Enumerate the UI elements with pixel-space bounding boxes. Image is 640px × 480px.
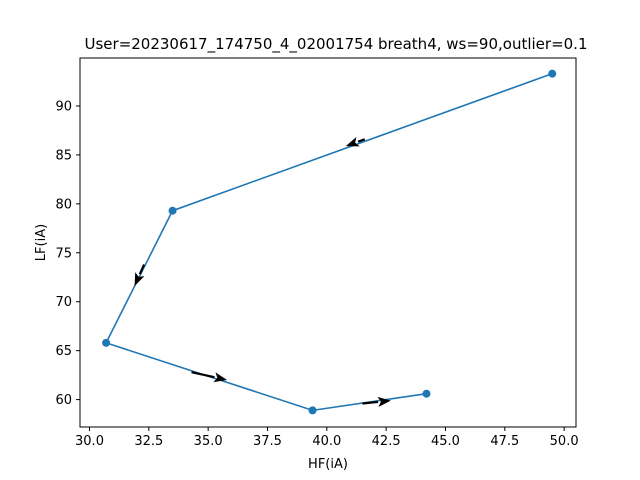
y-tick-label: 80 (55, 197, 72, 212)
x-axis-label: HF(iA) (308, 457, 348, 472)
direction-arrow (191, 371, 228, 383)
data-point (168, 206, 177, 215)
x-tick-label: 47.5 (490, 434, 519, 449)
y-tick-label: 65 (55, 344, 72, 359)
y-tick-label: 90 (55, 99, 72, 114)
chart-title: User=20230617_174750_4_02001754 breath4,… (85, 35, 588, 54)
data-point (308, 406, 317, 415)
x-tick-label: 50.0 (550, 434, 579, 449)
arrow-head (213, 372, 228, 383)
arrow-shaft (357, 138, 366, 143)
direction-arrow (345, 136, 366, 147)
data-point (422, 389, 431, 398)
y-tick-label: 75 (55, 246, 72, 261)
arrow-shaft (191, 371, 215, 379)
y-tick-label: 70 (55, 295, 72, 310)
x-tick-label: 42.5 (372, 434, 401, 449)
x-tick-label: 45.0 (431, 434, 460, 449)
arrow-head (134, 272, 145, 287)
data-point (102, 338, 111, 347)
axes-border (79, 57, 577, 428)
series-layer (102, 69, 557, 415)
arrow-head (345, 136, 360, 147)
x-tick-label: 40.0 (312, 434, 341, 449)
y-axis-label: LF(iA) (34, 224, 49, 261)
x-tick-label: 30.0 (75, 434, 104, 449)
data-point (548, 69, 557, 78)
direction-arrow (362, 396, 391, 407)
axes-frame (79, 57, 577, 428)
direction-arrow (134, 264, 146, 287)
x-tick-label: 32.5 (134, 434, 163, 449)
arrow-shaft (362, 400, 379, 405)
direction-arrows (134, 136, 391, 407)
arrow-head (377, 396, 391, 407)
x-tick-label: 35.0 (194, 434, 223, 449)
arrow-shaft (138, 264, 146, 275)
y-tick-label: 85 (55, 148, 72, 163)
y-axis-ticks: 60 65 70 75 80 85 90 (55, 99, 80, 408)
y-tick-label: 60 (55, 393, 72, 408)
x-tick-label: 37.5 (253, 434, 282, 449)
series-line (104, 72, 553, 412)
x-axis-ticks: 30.0 32.5 35.0 37.5 40.0 42.5 45.0 47.5 50.0 (75, 427, 579, 449)
